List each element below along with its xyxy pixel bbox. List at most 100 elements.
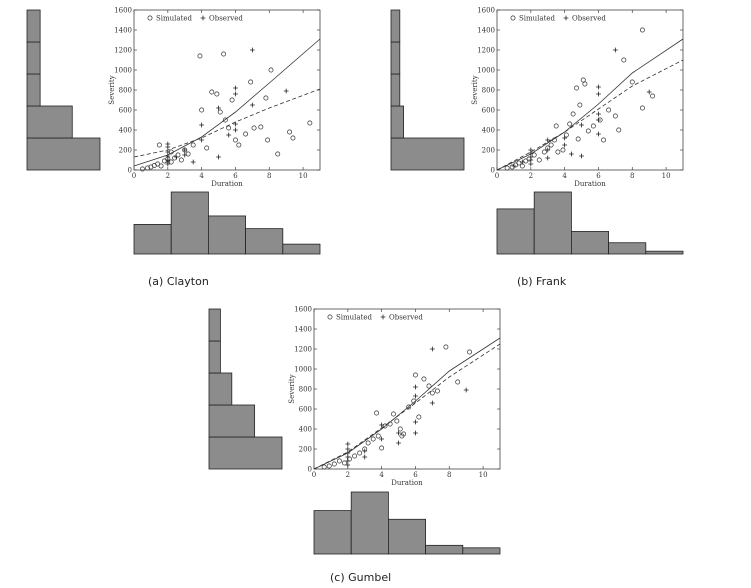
simulated-point bbox=[217, 109, 223, 115]
simulated-point bbox=[321, 464, 327, 470]
simulated-point bbox=[574, 85, 579, 91]
severity-histogram-bar bbox=[26, 41, 41, 75]
legend-observed-label: Observed bbox=[572, 15, 606, 23]
observed-point bbox=[216, 105, 221, 111]
simulated-point bbox=[290, 135, 296, 141]
y-tick-label: 400 bbox=[119, 127, 132, 135]
observed-point bbox=[562, 135, 568, 141]
simulated-point bbox=[455, 379, 461, 385]
observed-point bbox=[345, 441, 351, 447]
fit-line-dashed bbox=[133, 88, 321, 158]
observed-point bbox=[182, 147, 188, 153]
y-tick-label: 0 bbox=[308, 466, 312, 474]
observed-point bbox=[345, 446, 351, 452]
simulated-point bbox=[336, 458, 342, 464]
simulated-point bbox=[263, 95, 269, 101]
x-tick-label: 10 bbox=[299, 172, 308, 180]
y-tick-label: 1400 bbox=[477, 27, 495, 35]
legend-simulated-marker bbox=[327, 314, 333, 320]
fit-line-dashed bbox=[313, 343, 501, 470]
severity-histogram-bar bbox=[26, 73, 41, 107]
simulated-point bbox=[382, 423, 388, 429]
observed-point bbox=[429, 346, 435, 352]
duration-histogram-bar bbox=[387, 518, 426, 555]
simulated-point bbox=[158, 163, 164, 169]
x-tick-label: 6 bbox=[596, 172, 601, 180]
simulated-point bbox=[601, 137, 606, 143]
simulated-point bbox=[413, 372, 418, 378]
observed-point bbox=[579, 122, 584, 128]
simulated-point bbox=[391, 411, 396, 417]
duration-histogram-bar bbox=[170, 191, 209, 255]
x-tick-label: 8 bbox=[630, 172, 634, 180]
severity-histogram-bar bbox=[208, 436, 283, 470]
simulated-point bbox=[229, 97, 235, 103]
simulated-point bbox=[399, 433, 405, 439]
y-tick-label: 200 bbox=[482, 147, 495, 155]
chart-panel-1: 0 2 4 6 8 10 0 200 400 600 800 1000 1200 1400 1600 Dura… bbox=[26, 7, 321, 288]
legend-simulated-label: Simulated bbox=[519, 15, 556, 23]
y-tick-label: 600 bbox=[119, 107, 132, 115]
observed-point bbox=[511, 163, 517, 169]
simulated-point bbox=[406, 404, 412, 410]
y-tick-label: 600 bbox=[482, 107, 495, 115]
observed-point bbox=[612, 47, 618, 53]
observed-point bbox=[249, 47, 255, 53]
simulated-point bbox=[209, 89, 215, 95]
simulated-point bbox=[394, 418, 400, 424]
observed-point bbox=[182, 152, 188, 158]
simulated-point bbox=[536, 157, 542, 163]
simulated-point bbox=[612, 113, 618, 119]
observed-point bbox=[283, 88, 289, 94]
simulated-point bbox=[548, 142, 554, 148]
observed-point bbox=[596, 117, 601, 123]
simulated-point bbox=[287, 129, 293, 135]
simulated-point bbox=[341, 460, 347, 466]
y-tick-label: 1600 bbox=[477, 7, 495, 15]
simulated-point bbox=[560, 147, 566, 153]
simulated-point bbox=[553, 123, 559, 129]
simulated-point bbox=[639, 27, 645, 33]
simulated-point bbox=[516, 160, 522, 166]
x-axis-label: Duration bbox=[211, 180, 243, 188]
legend-observed-marker bbox=[563, 15, 569, 21]
y-tick-label: 800 bbox=[299, 386, 312, 394]
simulated-point bbox=[365, 440, 371, 446]
observed-point bbox=[646, 89, 652, 95]
y-tick-label: 1400 bbox=[294, 326, 312, 334]
severity-histogram-bar bbox=[208, 404, 256, 438]
simulated-point bbox=[265, 137, 271, 143]
x-tick-label: 2 bbox=[166, 172, 170, 180]
legend-observed-marker bbox=[200, 15, 206, 21]
simulated-point bbox=[606, 107, 612, 113]
severity-histogram-bar bbox=[390, 9, 401, 43]
simulated-point bbox=[582, 81, 588, 87]
simulated-point bbox=[375, 433, 381, 439]
duration-histogram-bar bbox=[350, 491, 389, 555]
observed-point bbox=[396, 430, 401, 436]
simulated-point bbox=[222, 117, 228, 123]
legend-simulated-label: Simulated bbox=[156, 15, 193, 23]
simulated-point bbox=[178, 157, 184, 163]
duration-histogram-bar bbox=[496, 208, 535, 255]
observed-point bbox=[379, 422, 385, 428]
y-tick-label: 1000 bbox=[114, 67, 132, 75]
simulated-point bbox=[140, 166, 145, 172]
simulated-point bbox=[233, 137, 238, 143]
chart-panel-2: 0 2 4 6 8 10 0 200 400 600 800 1000 1200 1400 1600 Dura… bbox=[390, 7, 684, 288]
simulated-point bbox=[575, 136, 581, 142]
x-tick-label: 0 bbox=[312, 471, 316, 479]
simulated-point bbox=[616, 127, 622, 133]
fit-line-solid bbox=[496, 38, 684, 171]
observed-point bbox=[596, 91, 601, 97]
x-tick-label: 2 bbox=[529, 172, 533, 180]
simulated-point bbox=[331, 461, 337, 467]
severity-histogram-bar bbox=[390, 73, 401, 107]
severity-histogram-bar bbox=[26, 9, 41, 43]
fit-line-solid bbox=[133, 38, 321, 167]
y-tick-label: 600 bbox=[299, 406, 312, 414]
plot-frame bbox=[133, 9, 321, 171]
observed-point bbox=[226, 132, 232, 138]
simulated-point bbox=[434, 388, 440, 394]
duration-histogram-bar bbox=[207, 215, 246, 255]
